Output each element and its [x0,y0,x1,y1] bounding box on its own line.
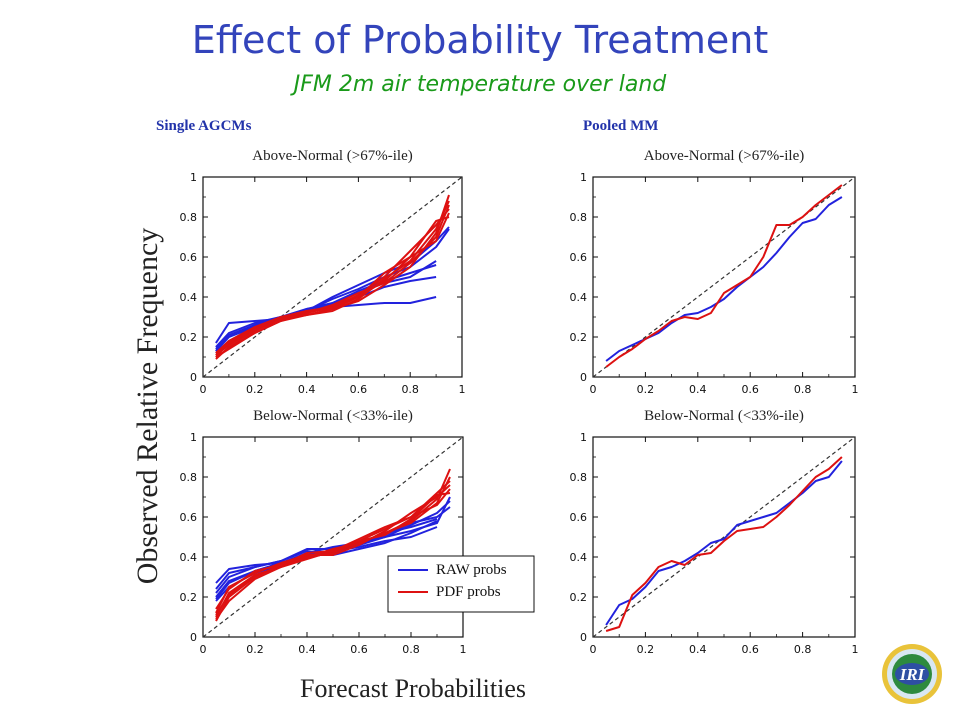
slide-subtitle: JFM 2m air temperature over land [293,72,667,97]
y-tick-label: 1 [580,171,587,184]
perfect-reliability-diagonal [592,436,856,638]
y-tick-label: 1 [580,431,587,444]
y-tick-label: 0.4 [570,291,588,304]
x-tick-label: 0.6 [350,643,368,656]
x-tick-label: 0 [590,643,597,656]
y-tick-label: 0 [190,631,197,644]
x-tick-label: 0.6 [741,383,759,396]
pdf-probs-line [215,476,451,620]
y-tick-label: 1 [190,171,197,184]
pdf-probs-line [215,208,450,356]
raw-probs-line [605,460,843,626]
x-tick-label: 0.4 [298,643,316,656]
y-tick-label: 0.2 [180,591,198,604]
pdf-probs-line [605,456,843,632]
panel-title: Above-Normal (>67%-ile) [644,148,805,164]
y-tick-label: 0.6 [570,251,588,264]
legend-label: RAW probs [436,562,507,578]
pdf-probs-line [215,492,451,616]
x-tick-label: 0 [590,383,597,396]
y-tick-label: 0 [580,631,587,644]
y-tick-label: 0.2 [180,331,198,344]
iri-logo: IRI [882,644,942,704]
y-tick-label: 0.8 [180,471,198,484]
perfect-reliability-diagonal [202,436,464,638]
y-tick-label: 0.8 [180,211,198,224]
x-tick-label: 0.4 [689,643,707,656]
x-tick-label: 0.8 [794,383,812,396]
y-tick-label: 0.8 [570,211,588,224]
x-tick-label: 0.2 [246,383,264,396]
x-tick-label: 0.2 [246,643,264,656]
y-tick-label: 0.6 [180,251,198,264]
y-tick-label: 0.2 [570,591,588,604]
x-tick-label: 0.2 [637,383,655,396]
pdf-probs-line [215,200,450,356]
y-tick-label: 0.4 [570,551,588,564]
pdf-probs-line [215,488,451,610]
x-tick-label: 0.8 [402,643,420,656]
perfect-reliability-diagonal [592,176,856,378]
x-tick-label: 1 [852,383,859,396]
pooled-mm-heading: Pooled MM [583,118,659,134]
x-tick-label: 1 [852,643,859,656]
x-tick-label: 1 [459,383,466,396]
x-tick-label: 0.4 [298,383,316,396]
panel-title: Above-Normal (>67%-ile) [252,148,413,164]
y-tick-label: 0.4 [180,551,198,564]
x-tick-label: 0.8 [794,643,812,656]
y-tick-label: 0.6 [570,511,588,524]
y-tick-label: 0.8 [570,471,588,484]
x-tick-label: 0.6 [741,643,759,656]
y-tick-label: 1 [190,431,197,444]
y-tick-label: 0 [580,371,587,384]
panel-title: Below-Normal (<33%-ile) [253,408,413,424]
pdf-probs-line [605,184,843,368]
x-tick-label: 0.2 [637,643,655,656]
slide-title: Effect of Probability Treatment [191,18,769,62]
pdf-probs-line [215,204,450,358]
raw-probs-line [605,196,843,362]
legend-box [387,555,535,613]
y-tick-label: 0.2 [570,331,588,344]
x-tick-label: 0.4 [689,383,707,396]
y-tick-label: 0.4 [180,291,198,304]
perfect-reliability-diagonal [202,176,463,378]
single-agcms-heading: Single AGCMs [156,118,252,134]
x-tick-label: 0 [200,643,207,656]
x-axis-label: Forecast Probabilities [300,674,527,703]
logo-text: IRI [899,665,926,684]
x-tick-label: 0.8 [401,383,419,396]
x-tick-label: 0 [200,383,207,396]
y-tick-label: 0.6 [180,511,198,524]
y-tick-label: 0 [190,371,197,384]
panel-title: Below-Normal (<33%-ile) [644,408,804,424]
x-tick-label: 0.6 [350,383,368,396]
legend-label: PDF probs [436,584,501,600]
x-tick-label: 1 [460,643,467,656]
